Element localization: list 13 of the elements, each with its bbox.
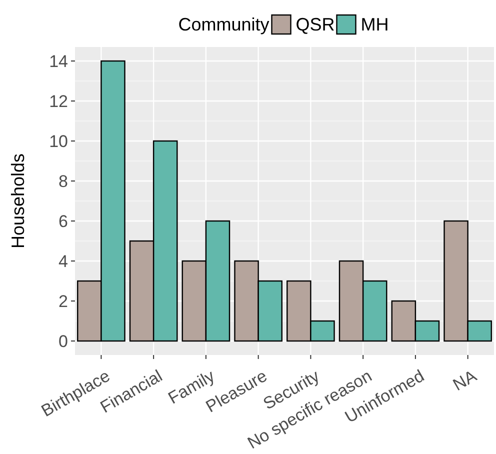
y-axis-title: Households (8, 153, 28, 249)
y-tick-label: 0 (58, 332, 68, 351)
y-tick-label: 4 (58, 252, 68, 271)
x-tick-label: NA (450, 366, 480, 395)
legend-label: QSR (296, 14, 335, 34)
y-tick-label: 6 (58, 212, 68, 231)
y-tick-label: 2 (58, 292, 68, 311)
y-tick-label: 8 (58, 172, 68, 191)
y-tick-label: 10 (49, 132, 68, 151)
legend-label: MH (360, 14, 389, 34)
y-tick-label: 14 (49, 52, 68, 71)
legend-title: Community (178, 14, 270, 34)
y-tick-label: 12 (49, 92, 68, 111)
